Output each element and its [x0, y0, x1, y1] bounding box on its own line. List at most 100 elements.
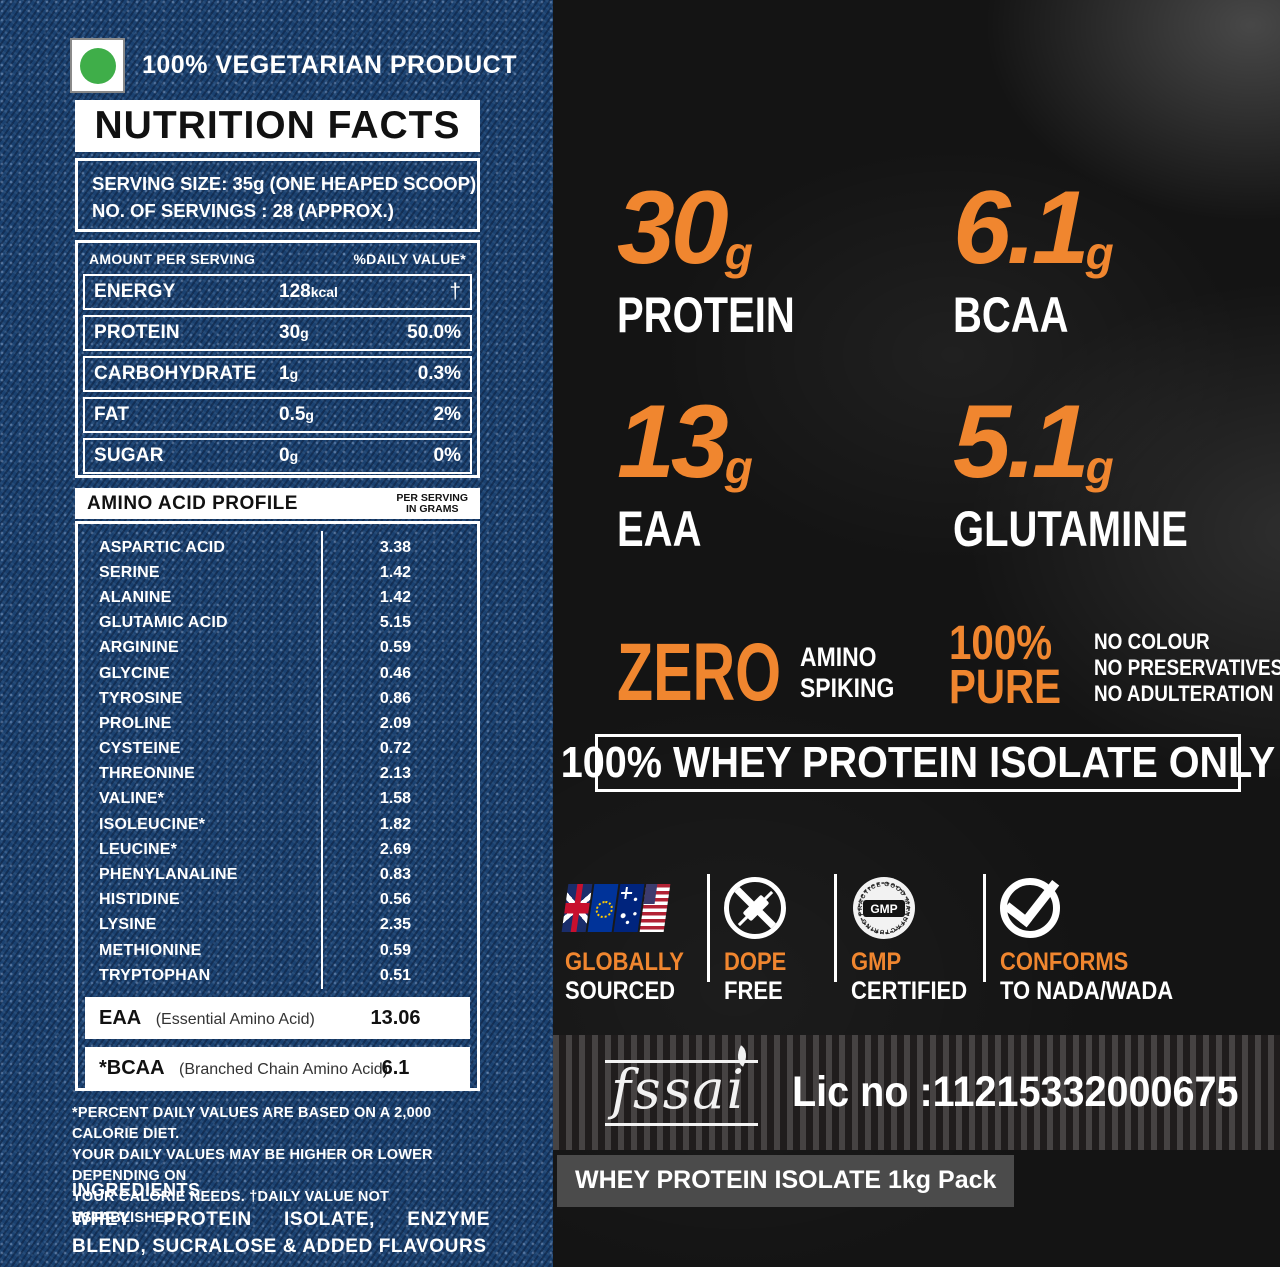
no-additive-line: NO ADULTERATION [1094, 681, 1274, 706]
badge-divider [983, 874, 986, 982]
per-serving-in-grams-label: PER SERVING IN GRAMS [396, 491, 468, 515]
badge-divider [707, 874, 710, 982]
badge-conforms: CONFORMS TO NADA/WADA [1000, 868, 1186, 1006]
eaa-value: 13.06 [370, 1006, 421, 1029]
nutrition-table: AMOUNT PER SERVING %DAILY VALUE* ENERGY 1… [75, 240, 480, 478]
stat-value: 6.1g [953, 170, 1114, 286]
nutrition-rows: ENERGY 128kcal † PROTEIN 30g 50.0% CARBOHYDRAT… [83, 274, 472, 474]
gmp-seal-icon: GOOD MANUFACTURING PRACTICE GMP [851, 868, 969, 948]
amino-acid-name: PROLINE [99, 714, 172, 732]
amino-acid-name: ASPARTIC ACID [99, 538, 226, 556]
stat-value: 5.1g [953, 384, 1114, 500]
nutrition-panel: 100% VEGETARIAN PRODUCT NUTRITION FACTS … [0, 0, 553, 1267]
amino-acid-value: 0.72 [379, 740, 412, 758]
certification-badges: GLOBALLY SOURCED DOPE FREE GOOD MANUFACTURIN… [561, 868, 1186, 1005]
amino-acid-value: 5.15 [379, 614, 412, 632]
stat-label: BCAA [953, 287, 1069, 343]
fssai-logo: fssai [605, 1059, 758, 1126]
amino-acid-value: 0.86 [379, 689, 412, 707]
bcaa-abbr: *BCAA [99, 1056, 165, 1079]
nutrient-row: SUGAR 0g 0% [83, 438, 472, 474]
amino-acid-value: 0.59 [379, 941, 412, 959]
badge-subtitle: TO NADA/WADA [1000, 977, 1174, 1005]
hundred-percent-pure-headline: 100% PURE [949, 620, 1082, 714]
amino-acid-row: ALANINE 1.42 [85, 585, 470, 610]
nutrient-row: ENERGY 128kcal † [83, 274, 472, 310]
no-dope-icon [724, 868, 820, 948]
footnote-line: *PERCENT DAILY VALUES ARE BASED ON A 2,0… [72, 1105, 432, 1142]
amino-acid-name: PHENYLANALINE [99, 866, 238, 884]
badge-subtitle: CERTIFIED [851, 977, 968, 1005]
nutrient-amount: 1g [279, 363, 299, 384]
nutrient-daily-value: 2% [433, 404, 461, 425]
amino-acid-row: ASPARTIC ACID 3.38 [85, 535, 470, 560]
amino-acid-value: 0.59 [379, 639, 412, 657]
pure-big-line: PURE [949, 661, 1062, 714]
amino-acid-row: TRYPTOPHAN 0.51 [85, 963, 470, 988]
amino-acid-name: ALANINE [99, 588, 172, 606]
badge-dope: DOPE FREE [724, 868, 820, 1006]
badge-gmp: GOOD MANUFACTURING PRACTICE GMP GMP CERTIFI… [851, 868, 969, 1006]
isolate-only-banner-text: 100% WHEY PROTEIN ISOLATE ONLY [560, 738, 1276, 787]
stat-eaa: 13g EAA [617, 390, 753, 554]
amino-acid-row: THREONINE 2.13 [85, 762, 470, 787]
nutrient-amount: 0.5g [279, 404, 314, 425]
badge-divider [834, 874, 837, 982]
amino-acid-value: 0.46 [379, 664, 412, 682]
amino-profile-title: AMINO ACID PROFILE [87, 492, 298, 514]
bcaa-full-name: (Branched Chain Amino Acid) [179, 1060, 389, 1078]
no-additive-line: NO COLOUR [1094, 629, 1210, 654]
stat-value: 30g [617, 170, 753, 286]
isolate-only-banner: 100% WHEY PROTEIN ISOLATE ONLY [561, 734, 1275, 792]
nutrient-amount: 128kcal [279, 281, 338, 302]
daily-value-header: %DAILY VALUE* [353, 251, 466, 267]
amino-acid-name: HISTIDINE [99, 891, 180, 909]
stat-glutamine: 5.1g GLUTAMINE [953, 390, 1246, 554]
no-additive-line: NO PRESERVATIVES [1094, 655, 1280, 680]
zero-line: SPIKING [800, 673, 895, 703]
nutrition-table-header: AMOUNT PER SERVING %DAILY VALUE* [83, 243, 472, 274]
badge-subtitle: SOURCED [565, 977, 676, 1005]
badge-globally: GLOBALLY SOURCED [561, 868, 693, 1006]
amino-acid-value: 2.35 [379, 916, 412, 934]
daily-value-footnote: *PERCENT DAILY VALUES ARE BASED ON A 2,0… [72, 1103, 486, 1229]
fssai-bar: fssai Lic no :11215332000675 [553, 1035, 1280, 1150]
stat-value: 13g [617, 384, 753, 500]
amino-acid-row: METHIONINE 0.59 [85, 938, 470, 963]
nutrient-daily-value: 0% [433, 445, 461, 466]
amino-acid-row: CYSTEINE 0.72 [85, 737, 470, 762]
amino-acid-row: TYROSINE 0.86 [85, 686, 470, 711]
nutrient-name: ENERGY [94, 281, 176, 302]
amino-acid-value: 0.83 [379, 866, 412, 884]
nutrition-facts-title-box: NUTRITION FACTS [75, 100, 480, 152]
amino-acid-value: 1.58 [379, 790, 412, 808]
nutrient-amount: 30g [279, 322, 309, 343]
footnote-line: YOUR CALORIE NEEDS. †DAILY VALUE NOT EST… [72, 1189, 390, 1226]
amino-acid-name: GLYCINE [99, 664, 171, 682]
svg-text:GMP: GMP [870, 902, 897, 916]
nutrient-name: SUGAR [94, 445, 164, 466]
amino-acid-row: GLYCINE 0.46 [85, 661, 470, 686]
amino-spiking-label: AMINO SPIKING [800, 642, 911, 704]
stat-label: PROTEIN [617, 287, 795, 343]
ingredients-text: WHEY PROTEIN ISOLATE, ENZYME BLEND, SUCR… [72, 1209, 490, 1257]
amino-acid-row: HISTIDINE 0.56 [85, 888, 470, 913]
eaa-total-row: EAA (Essential Amino Acid) 13.06 [85, 997, 470, 1039]
amino-acid-row: LEUCINE* 2.69 [85, 837, 470, 862]
amino-acid-row: PROLINE 2.09 [85, 711, 470, 736]
amino-acid-name: THREONINE [99, 765, 196, 783]
amino-acid-row: VALINE* 1.58 [85, 787, 470, 812]
amino-acid-value: 1.82 [379, 815, 412, 833]
amino-acid-name: CYSTEINE [99, 740, 181, 758]
amino-acid-name: LYSINE [99, 916, 157, 934]
bcaa-value: 6.1 [381, 1056, 410, 1079]
amino-acid-row: SERINE 1.42 [85, 560, 470, 585]
amino-acid-row: ARGININE 0.59 [85, 636, 470, 661]
servings-count-line: NO. OF SERVINGS : 28 (APPROX.) [92, 200, 394, 221]
badge-title: GMP [851, 948, 902, 976]
nutrition-facts-title: NUTRITION FACTS [94, 104, 461, 147]
no-additives-list: NO COLOUR NO PRESERVATIVES NO ADULTERATION [1094, 629, 1280, 707]
amino-acid-value: 2.09 [379, 714, 412, 732]
amino-acid-name: SERINE [99, 563, 160, 581]
